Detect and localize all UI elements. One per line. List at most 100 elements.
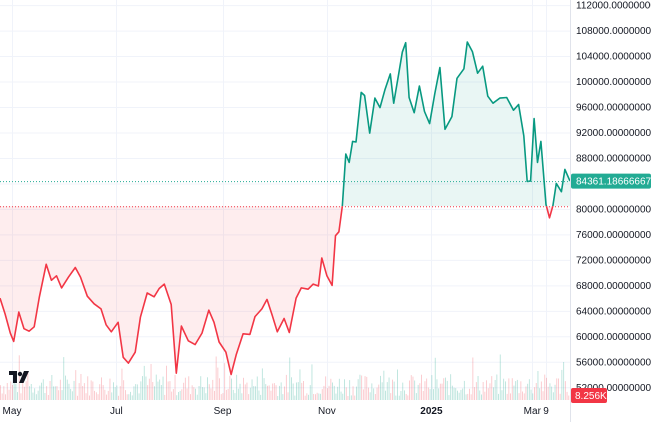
volume-bar [436,379,438,400]
volume-bar [24,386,25,400]
series-line-below [0,206,554,376]
tradingview-logo[interactable] [8,370,30,384]
volume-bar [99,384,101,400]
volume-bar [248,394,250,400]
volume-bar [496,374,498,400]
volume-bar [268,385,270,400]
volume-bar [494,380,496,400]
volume-bar [333,385,335,400]
volume-bar [491,376,493,400]
price-axis[interactable]: 112000.00000000 108000.00000000 104000.000… [576,1,651,394]
volume-bar [558,378,559,400]
volume-bar [352,386,354,400]
volume-bar [402,382,404,400]
volume-bar [422,391,424,400]
volume-bar [80,374,82,400]
volume-bar [308,394,309,400]
volume-bar [386,382,388,400]
x-tick-label: Mar [524,406,542,417]
volume-bar [489,383,491,400]
volume-text: 8.256K [575,391,607,402]
volume-bar [523,393,525,400]
volume-bar [566,391,568,400]
volume-bar [289,357,291,400]
volume-bar [157,381,159,400]
volume-bar [130,391,131,400]
volume-bar [470,394,472,400]
volume-bar [123,380,125,400]
volume-bar [176,395,178,400]
volume-bar [366,376,368,400]
volume-bar [138,393,140,400]
volume-bar [518,393,520,400]
volume-bar [184,377,186,400]
volume-bar [448,395,450,400]
volume-bar [532,393,534,400]
volume-bar [65,375,66,400]
volume-bar [133,386,135,400]
volume-bar [350,395,352,400]
volume-bar [207,377,208,400]
volume-bar [92,381,94,400]
volume-bar [354,395,356,400]
volume-bar [73,380,75,400]
volume-bar [186,388,188,400]
volume-bar [499,354,501,400]
volume-bar [421,374,422,400]
volume-bar [270,390,272,400]
volume-bar [106,394,107,400]
volume-bar [15,383,17,400]
volume-bar [457,390,458,400]
volume-bar [244,384,246,400]
volume-bar [128,394,130,400]
volume-bar [232,389,234,400]
volume-bar [256,376,258,400]
volume-bar [515,381,517,400]
volume-bar [378,384,380,400]
volume-bar [77,395,78,400]
volume-bar [321,389,323,400]
volume-bar [297,382,299,400]
volume-bar [465,394,467,400]
volume-bar [433,389,434,400]
volume-bar [29,386,30,400]
volume-bar [183,382,185,400]
volume-bar [320,393,321,400]
last-price-text: 84361.18666667 [576,177,651,188]
volume-bar [47,395,49,400]
volume-bar [1,393,3,400]
volume-bar [46,386,48,400]
volume-bar [303,381,304,400]
volume-bar [5,394,6,400]
volume-bar [193,387,195,400]
volume-bar [114,387,116,400]
time-axis[interactable]: May Jul Sep Nov 2025 Mar 9 [3,406,550,417]
volume-bar [410,375,412,400]
volume-bar [231,378,232,400]
volume-bar [154,386,155,400]
y-tick-label: 108000.00000000 [576,26,651,37]
y-tick-label: 60000.00000000 [576,332,651,343]
volume-bar [190,394,191,400]
volume-bar [556,378,558,400]
volume-bar [208,384,210,400]
volume-bar [409,380,410,400]
area-fill-above [0,42,570,207]
volume-bar [236,374,238,400]
volume-bar [325,376,327,400]
volume-bar [434,357,436,400]
volume-bar [121,368,123,400]
volume-bar [528,379,530,400]
volume-bar [424,381,426,400]
volume-bar [56,386,58,400]
volume-bar [426,378,428,400]
volume-bar [260,394,262,400]
y-tick-label: 104000.00000000 [576,52,651,63]
y-tick-label: 64000.00000000 [576,306,651,317]
volume-bar [241,393,243,400]
y-tick-label: 76000.00000000 [576,230,651,241]
volume-bar [198,386,200,400]
volume-bar [12,385,13,400]
volume-bar [404,390,405,400]
